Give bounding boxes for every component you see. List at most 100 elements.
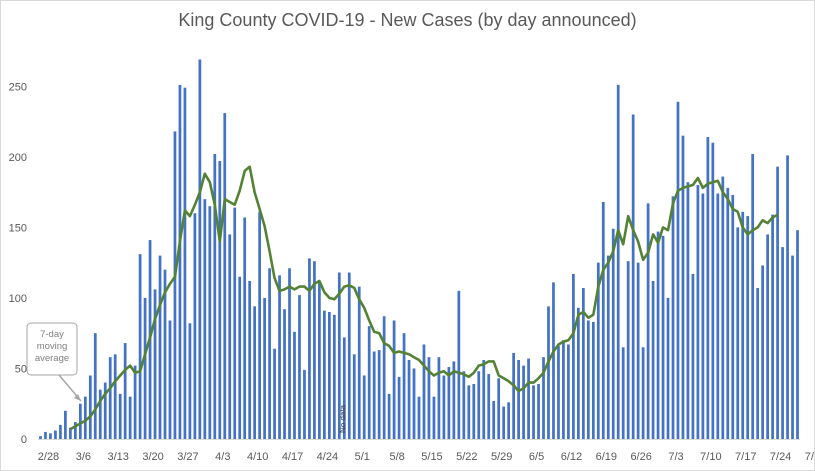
bar bbox=[273, 348, 276, 439]
no-data-label: No data bbox=[338, 404, 347, 433]
bar bbox=[447, 367, 451, 439]
y-tick-label: 200 bbox=[9, 152, 27, 164]
bar bbox=[766, 234, 769, 439]
bar bbox=[796, 230, 799, 439]
bar bbox=[751, 153, 755, 439]
bar bbox=[69, 427, 72, 439]
bar bbox=[372, 351, 376, 439]
bar bbox=[581, 288, 585, 439]
bar bbox=[736, 227, 740, 439]
bar bbox=[108, 357, 112, 439]
bar bbox=[228, 234, 232, 439]
bar bbox=[512, 352, 515, 439]
bar bbox=[387, 393, 391, 439]
bar bbox=[253, 306, 257, 439]
bar bbox=[596, 262, 600, 439]
bar bbox=[557, 345, 560, 439]
bar bbox=[711, 142, 715, 439]
x-tick-label: 5/22 bbox=[456, 451, 477, 463]
bar bbox=[208, 206, 212, 439]
callout-arrowhead bbox=[74, 394, 81, 401]
bar bbox=[327, 312, 331, 439]
bar bbox=[527, 358, 530, 439]
bar bbox=[452, 361, 456, 439]
x-tick-label: 7/31 bbox=[805, 451, 814, 463]
x-tick-label: 5/29 bbox=[491, 451, 512, 463]
bar bbox=[103, 382, 107, 439]
bar bbox=[661, 235, 665, 439]
moving-average-line bbox=[69, 165, 779, 431]
bar bbox=[59, 424, 62, 439]
last-value-label: 148 bbox=[791, 1, 811, 4]
x-tick-label: 4/24 bbox=[317, 451, 338, 463]
bar bbox=[93, 333, 97, 439]
bar bbox=[696, 185, 700, 439]
x-tick-label: 6/12 bbox=[561, 451, 582, 463]
bar bbox=[407, 359, 411, 439]
bar bbox=[651, 280, 655, 439]
bar bbox=[422, 344, 426, 439]
y-tick-label: 50 bbox=[15, 363, 27, 375]
bar bbox=[153, 289, 157, 439]
bar bbox=[542, 357, 545, 439]
bar bbox=[492, 400, 496, 439]
bar bbox=[332, 314, 336, 439]
bar bbox=[163, 269, 167, 439]
x-tick-label: 5/8 bbox=[389, 451, 404, 463]
bar bbox=[73, 422, 77, 439]
x-tick-label: 7/10 bbox=[700, 451, 721, 463]
bar bbox=[467, 385, 471, 439]
bar bbox=[352, 354, 356, 439]
bar bbox=[357, 286, 361, 439]
y-tick-label: 0 bbox=[21, 434, 27, 446]
bar bbox=[776, 166, 779, 439]
bar bbox=[248, 280, 252, 439]
bar bbox=[636, 262, 640, 439]
bar bbox=[487, 374, 491, 439]
bar bbox=[532, 385, 535, 439]
bar bbox=[676, 101, 680, 439]
x-axis: 2/28 3/6 3/13 3/20 3/27 4/3 4/10 4/17 4/24 5/1 5/8… bbox=[38, 439, 814, 463]
x-tick-label: 3/20 bbox=[142, 451, 163, 463]
bar bbox=[173, 131, 177, 439]
bar bbox=[54, 430, 57, 439]
bar bbox=[646, 203, 650, 439]
bar bbox=[641, 347, 645, 439]
callout-text: average bbox=[35, 353, 69, 364]
bar bbox=[213, 153, 217, 439]
bar bbox=[44, 431, 47, 439]
bar bbox=[223, 113, 227, 439]
bar bbox=[377, 350, 381, 439]
bar bbox=[577, 307, 580, 439]
bar bbox=[442, 375, 446, 439]
bar bbox=[158, 255, 162, 439]
bar bbox=[218, 161, 222, 439]
bar bbox=[706, 137, 710, 439]
bar bbox=[39, 436, 42, 439]
y-tick-label: 150 bbox=[9, 222, 27, 234]
y-axis: 0 50 100 150 200 250 bbox=[9, 81, 27, 446]
x-tick-label: 5/1 bbox=[355, 451, 370, 463]
x-tick-label: 7/24 bbox=[770, 451, 791, 463]
bar bbox=[362, 375, 366, 439]
moving-average-series bbox=[69, 165, 779, 431]
bar bbox=[611, 228, 615, 439]
bar bbox=[572, 273, 575, 439]
bar bbox=[606, 255, 610, 439]
bar bbox=[342, 337, 346, 439]
bar bbox=[726, 187, 730, 439]
bar bbox=[293, 331, 296, 439]
bar bbox=[586, 320, 590, 439]
bar bbox=[517, 359, 520, 439]
bar bbox=[721, 176, 725, 439]
bar bbox=[457, 290, 461, 439]
bar bbox=[666, 297, 670, 439]
bar bbox=[233, 207, 237, 439]
bar bbox=[88, 375, 92, 439]
bar bbox=[591, 321, 595, 439]
bar bbox=[278, 275, 281, 439]
x-tick-label: 4/3 bbox=[215, 451, 230, 463]
bar bbox=[472, 383, 476, 439]
bar bbox=[771, 214, 774, 439]
bar bbox=[621, 347, 625, 439]
